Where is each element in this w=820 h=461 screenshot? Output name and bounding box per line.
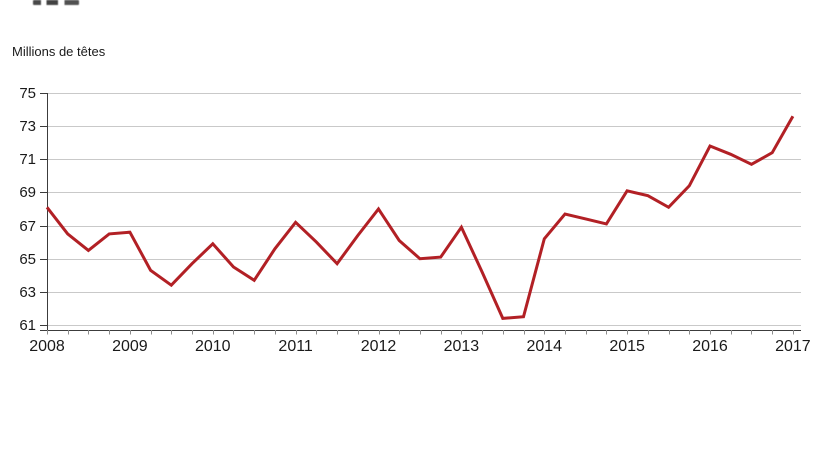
x-tick-label-2016: 2016 xyxy=(692,338,728,355)
y-tick-label-61: 61 xyxy=(19,316,36,334)
x-tick-label-2010: 2010 xyxy=(194,338,231,355)
x-tick-label-2013: 2013 xyxy=(443,338,480,355)
y-axis-unit-label: Millions de têtes xyxy=(12,44,106,59)
y-tick-label-73: 73 xyxy=(19,117,36,135)
y-tick-label-65: 65 xyxy=(19,250,36,268)
y-tick-label-75: 75 xyxy=(19,84,36,102)
y-tick-label-69: 69 xyxy=(19,183,36,201)
cropped-text-artifact xyxy=(33,0,79,5)
y-tick-label-63: 63 xyxy=(19,283,36,301)
x-tick-label-2017: 2017 xyxy=(775,338,811,355)
x-tick-label-2008: 2008 xyxy=(29,338,65,355)
y-tick-label-71: 71 xyxy=(19,150,36,168)
x-tick-label-2009: 2009 xyxy=(112,338,148,355)
data-series-line xyxy=(45,115,795,320)
x-tick-label-2014: 2014 xyxy=(526,338,563,355)
x-tick-label-2015: 2015 xyxy=(609,338,645,355)
y-tick-label-67: 67 xyxy=(19,217,36,235)
x-tick-label-2011: 2011 xyxy=(278,338,313,355)
x-tick-label-2012: 2012 xyxy=(360,338,397,355)
